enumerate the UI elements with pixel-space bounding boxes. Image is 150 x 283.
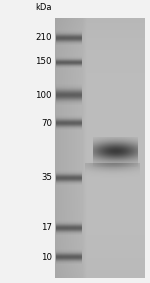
Text: 70: 70 (41, 119, 52, 128)
Text: 150: 150 (36, 57, 52, 67)
Text: kDa: kDa (36, 3, 52, 12)
Text: 100: 100 (36, 91, 52, 100)
Bar (0, 0, 55, 283)
Text: 17: 17 (41, 224, 52, 233)
Text: 10: 10 (41, 252, 52, 261)
Text: 35: 35 (41, 173, 52, 183)
Bar (0, 0, 150, 18)
Bar (0, 278, 150, 283)
Text: 210: 210 (36, 33, 52, 42)
Bar (145, 0, 150, 283)
